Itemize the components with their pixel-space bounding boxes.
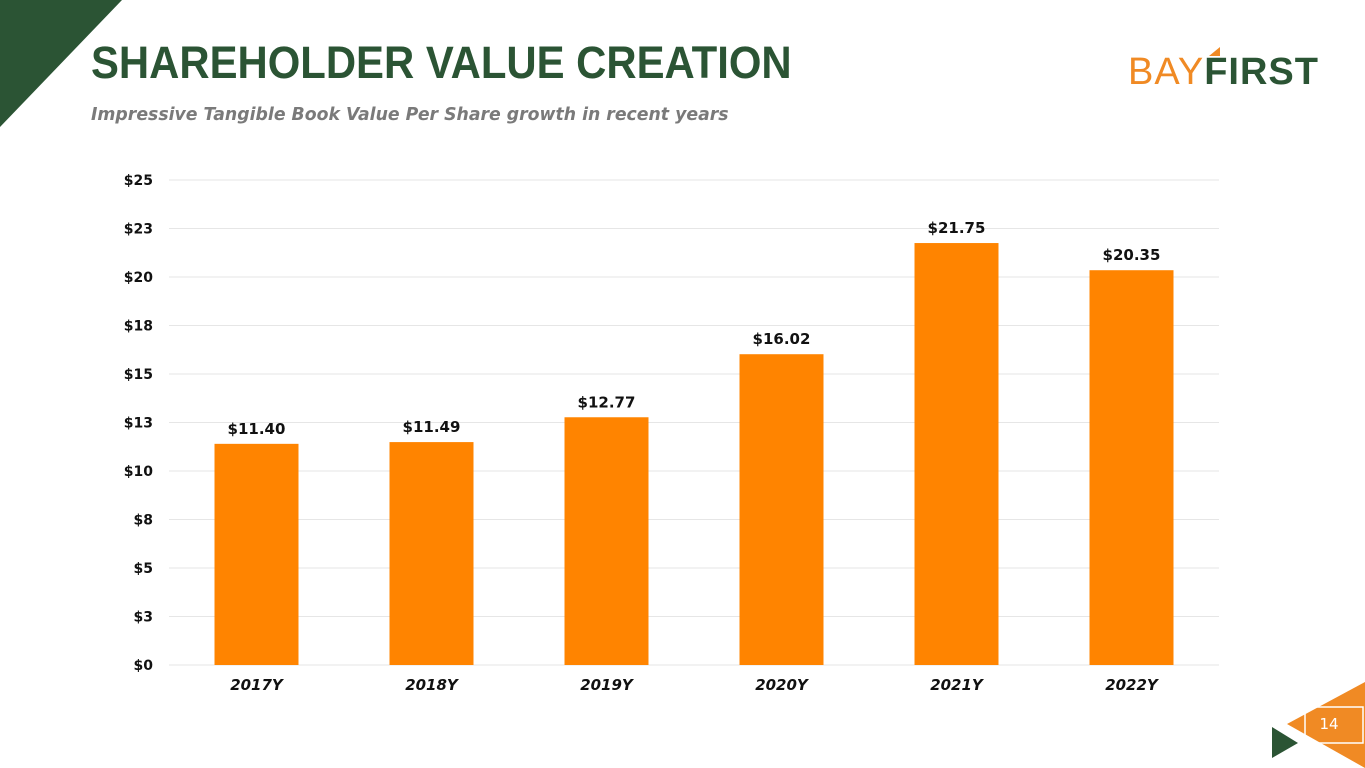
page-title: SHAREHOLDER VALUE CREATION (91, 37, 792, 88)
x-tick-label: 2021Y (930, 676, 985, 694)
y-tick-label: $25 (124, 173, 153, 189)
logo-text-bay: BAY (1128, 51, 1205, 93)
bayfirst-logo: BAYFIRST (1128, 50, 1319, 94)
logo-text-first: FIRST (1204, 51, 1319, 93)
data-label: $16.02 (753, 330, 811, 348)
y-tick-label: $3 (134, 610, 153, 626)
chart-labels: $0 $3 $5 $8 $10 $13 $15 $18 $20 $23 $25 $11.40 2017Y… (124, 173, 1161, 694)
x-tick-label: 2019Y (580, 676, 635, 694)
y-tick-label: $10 (124, 464, 153, 480)
chart-bars (214, 243, 1174, 666)
y-tick-label: $15 (124, 367, 153, 383)
data-label: $11.49 (403, 418, 461, 436)
bar-2018y (389, 442, 474, 665)
x-tick-label: 2022Y (1105, 676, 1160, 694)
chart-gridlines (169, 179, 1219, 666)
page-subtitle: Impressive Tangible Book Value Per Share… (91, 104, 729, 125)
bar-2022y (1089, 270, 1174, 665)
bar-2017y (214, 443, 299, 665)
x-tick-label: 2017Y (230, 676, 285, 694)
x-tick-label: 2018Y (405, 676, 460, 694)
data-label: $12.77 (578, 393, 636, 411)
y-tick-label: $5 (134, 561, 153, 577)
footer-decoration (1272, 682, 1365, 768)
bar-2020y (739, 354, 824, 665)
logo-flag-icon (1209, 47, 1220, 56)
data-label: $21.75 (928, 219, 986, 237)
data-label: $20.35 (1103, 246, 1161, 264)
x-tick-label: 2020Y (755, 676, 810, 694)
y-tick-label: $8 (134, 513, 153, 529)
y-tick-label: $0 (134, 658, 154, 674)
corner-decoration (0, 0, 122, 127)
bar-2021y (914, 243, 999, 666)
y-tick-label: $13 (124, 416, 153, 432)
page-number: 14 (1319, 715, 1339, 733)
data-label: $11.40 (228, 420, 286, 438)
y-tick-label: $18 (124, 319, 153, 335)
y-tick-label: $23 (124, 222, 153, 238)
y-tick-label: $20 (124, 270, 153, 286)
bar-2019y (564, 417, 649, 665)
